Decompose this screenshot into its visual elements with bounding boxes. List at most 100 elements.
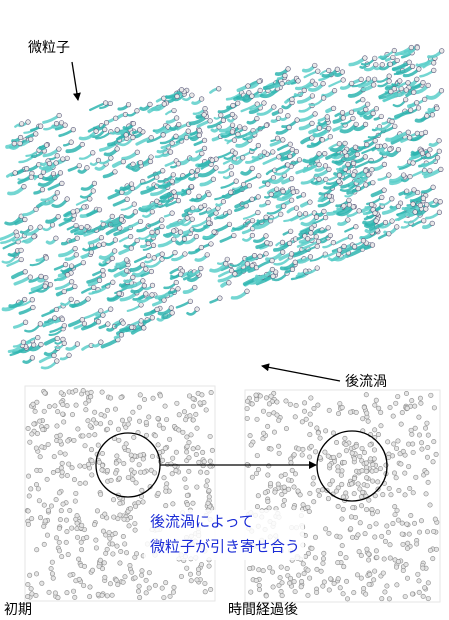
dot	[132, 470, 136, 474]
dot	[133, 528, 137, 532]
sphere	[178, 230, 183, 235]
sphere	[113, 116, 118, 121]
sphere	[394, 225, 399, 230]
sphere	[55, 190, 60, 195]
sphere	[387, 74, 392, 79]
particle	[106, 238, 117, 245]
dot	[416, 572, 420, 576]
particle	[201, 177, 215, 185]
sphere	[250, 197, 255, 202]
sphere	[230, 130, 235, 135]
dot	[147, 586, 151, 590]
sphere	[152, 256, 157, 261]
dot	[401, 449, 405, 453]
sphere	[313, 112, 318, 117]
dot	[302, 409, 306, 413]
dot	[118, 513, 122, 517]
sphere	[173, 250, 178, 255]
dot	[100, 468, 104, 472]
dot	[197, 460, 201, 464]
sphere	[174, 116, 179, 121]
dot	[309, 444, 313, 448]
sphere	[101, 242, 106, 247]
dot	[403, 594, 407, 598]
dot	[368, 457, 372, 461]
dot	[387, 597, 391, 601]
sphere	[295, 118, 300, 123]
sphere	[281, 138, 286, 143]
dot	[81, 434, 85, 438]
dot	[376, 480, 380, 484]
sphere	[62, 289, 67, 294]
dot	[65, 473, 69, 477]
dot	[417, 415, 421, 419]
dot	[269, 447, 273, 451]
dot	[264, 594, 268, 598]
sphere	[379, 114, 384, 119]
sphere	[38, 322, 43, 327]
sphere	[36, 335, 41, 340]
particle	[304, 63, 317, 71]
dot	[410, 398, 414, 402]
sphere	[39, 274, 44, 279]
particle	[302, 136, 314, 143]
dot	[254, 397, 258, 401]
dot	[328, 577, 332, 581]
sphere	[73, 284, 78, 289]
dot	[417, 433, 421, 437]
dot	[43, 391, 47, 395]
dot	[94, 538, 98, 542]
particle	[154, 168, 165, 174]
particle	[417, 114, 430, 121]
dot	[162, 476, 166, 480]
particle	[114, 197, 129, 205]
dot	[29, 487, 33, 491]
dot	[393, 512, 397, 516]
sphere	[80, 142, 85, 147]
dot	[29, 587, 33, 591]
sphere	[371, 111, 376, 116]
sphere	[221, 199, 226, 204]
sphere	[30, 297, 35, 302]
sphere	[60, 157, 65, 162]
particle	[100, 322, 110, 328]
dot	[394, 565, 398, 569]
sphere	[301, 193, 306, 198]
sphere	[106, 322, 111, 327]
dot	[340, 517, 344, 521]
dot	[150, 454, 154, 458]
sphere	[372, 77, 377, 82]
particle	[82, 181, 96, 189]
dot	[58, 451, 62, 455]
dot	[52, 454, 56, 458]
dot	[404, 562, 408, 566]
dot	[37, 419, 41, 423]
dot	[331, 431, 335, 435]
sphere	[417, 67, 422, 72]
sphere	[435, 106, 440, 111]
dot	[352, 457, 356, 461]
dot	[383, 590, 387, 594]
sphere	[39, 342, 44, 347]
sphere	[308, 255, 313, 260]
dot	[140, 569, 144, 573]
dot	[122, 517, 126, 521]
sphere	[322, 151, 327, 156]
particle	[24, 356, 35, 363]
sphere	[96, 319, 101, 324]
sphere	[256, 210, 261, 215]
sphere	[317, 126, 322, 131]
dot	[306, 568, 310, 572]
particle-cloud	[0, 44, 444, 368]
dot	[89, 394, 93, 398]
sphere	[202, 138, 207, 143]
sphere	[395, 58, 400, 63]
dot	[313, 535, 317, 539]
particle	[302, 200, 312, 206]
sphere	[47, 161, 52, 166]
dot	[174, 468, 178, 472]
sphere	[193, 285, 198, 290]
dot	[364, 393, 368, 397]
sphere	[65, 273, 70, 278]
sphere	[71, 209, 76, 214]
